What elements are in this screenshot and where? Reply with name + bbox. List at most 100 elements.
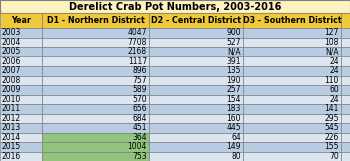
Text: Year: Year xyxy=(11,16,31,25)
Text: 2013: 2013 xyxy=(2,123,21,132)
Text: 155: 155 xyxy=(324,142,339,151)
Text: 445: 445 xyxy=(226,123,241,132)
Bar xyxy=(341,38,350,47)
Text: 1117: 1117 xyxy=(128,57,147,66)
Bar xyxy=(341,85,350,95)
Text: 2003: 2003 xyxy=(2,28,21,37)
Bar xyxy=(243,95,341,104)
Text: 4047: 4047 xyxy=(127,28,147,37)
Bar xyxy=(243,142,341,152)
Bar xyxy=(243,76,341,85)
Bar xyxy=(149,104,243,114)
Bar xyxy=(0,85,42,95)
Text: 527: 527 xyxy=(226,38,241,47)
Text: 2010: 2010 xyxy=(2,95,21,104)
Bar xyxy=(341,95,350,104)
Text: 900: 900 xyxy=(226,28,241,37)
Bar xyxy=(341,114,350,123)
Text: 160: 160 xyxy=(226,114,241,123)
Text: 190: 190 xyxy=(226,76,241,85)
Bar xyxy=(243,152,341,161)
Bar xyxy=(149,47,243,57)
Bar xyxy=(0,95,42,104)
Bar xyxy=(0,13,42,28)
Bar xyxy=(42,85,149,95)
Bar xyxy=(341,142,350,152)
Bar xyxy=(243,114,341,123)
Text: 757: 757 xyxy=(132,76,147,85)
Text: 753: 753 xyxy=(132,152,147,161)
Text: 2007: 2007 xyxy=(2,66,21,75)
Bar xyxy=(0,142,42,152)
Text: 64: 64 xyxy=(231,133,241,142)
Bar xyxy=(149,66,243,76)
Bar xyxy=(149,95,243,104)
Text: 183: 183 xyxy=(227,104,241,113)
Bar xyxy=(243,85,341,95)
Bar xyxy=(42,28,149,38)
Bar xyxy=(0,38,42,47)
Text: 226: 226 xyxy=(325,133,339,142)
Text: 24: 24 xyxy=(329,57,339,66)
Bar xyxy=(0,152,42,161)
Bar xyxy=(243,104,341,114)
Text: 684: 684 xyxy=(133,114,147,123)
Bar xyxy=(149,76,243,85)
Text: N/A: N/A xyxy=(326,47,339,56)
Bar xyxy=(0,104,42,114)
Bar xyxy=(0,133,42,142)
Bar xyxy=(243,47,341,57)
Bar xyxy=(149,114,243,123)
Text: 80: 80 xyxy=(231,152,241,161)
Text: 135: 135 xyxy=(226,66,241,75)
Bar xyxy=(243,28,341,38)
Text: 545: 545 xyxy=(324,123,339,132)
Text: 257: 257 xyxy=(226,85,241,94)
Bar xyxy=(0,47,42,57)
Bar xyxy=(149,133,243,142)
Bar xyxy=(149,13,243,28)
Bar xyxy=(42,114,149,123)
Bar xyxy=(42,13,149,28)
Text: 2004: 2004 xyxy=(2,38,21,47)
Bar xyxy=(341,123,350,133)
Text: 154: 154 xyxy=(226,95,241,104)
Text: 141: 141 xyxy=(325,104,339,113)
Text: 127: 127 xyxy=(325,28,339,37)
Bar xyxy=(149,85,243,95)
Bar xyxy=(0,28,42,38)
Bar xyxy=(42,76,149,85)
Text: 70: 70 xyxy=(329,152,339,161)
Text: D2 - Central District: D2 - Central District xyxy=(151,16,241,25)
Bar xyxy=(42,152,149,161)
Text: 2005: 2005 xyxy=(2,47,21,56)
Bar xyxy=(243,66,341,76)
Bar xyxy=(0,66,42,76)
Bar xyxy=(149,38,243,47)
Bar xyxy=(149,142,243,152)
Text: 2008: 2008 xyxy=(2,76,21,85)
Bar xyxy=(42,47,149,57)
Text: 2012: 2012 xyxy=(2,114,21,123)
Bar xyxy=(243,133,341,142)
Text: 589: 589 xyxy=(133,85,147,94)
Text: Derelict Crab Pot Numbers, 2003-2016: Derelict Crab Pot Numbers, 2003-2016 xyxy=(69,1,281,11)
Bar xyxy=(0,123,42,133)
Text: 2016: 2016 xyxy=(2,152,21,161)
Text: 2009: 2009 xyxy=(2,85,21,94)
Bar xyxy=(341,152,350,161)
Text: 2015: 2015 xyxy=(2,142,21,151)
Text: 451: 451 xyxy=(133,123,147,132)
Bar xyxy=(42,104,149,114)
Text: 2168: 2168 xyxy=(128,47,147,56)
Bar xyxy=(243,13,341,28)
Bar xyxy=(243,57,341,66)
Text: 2011: 2011 xyxy=(2,104,21,113)
Bar xyxy=(42,123,149,133)
Text: 364: 364 xyxy=(132,133,147,142)
Bar xyxy=(341,104,350,114)
Text: 60: 60 xyxy=(329,85,339,94)
Bar xyxy=(42,133,149,142)
Bar xyxy=(42,66,149,76)
Bar xyxy=(42,38,149,47)
